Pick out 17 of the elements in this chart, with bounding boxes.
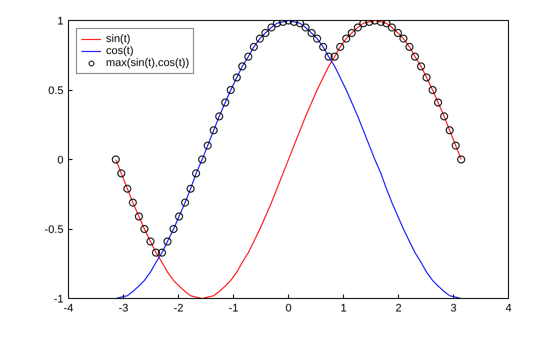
x-tick-label: -1 (228, 302, 238, 314)
legend-label: max(sin(t),cos(t)) (106, 57, 190, 69)
y-tick-label: -1 (54, 294, 64, 306)
x-tick-label: -2 (174, 302, 184, 314)
x-tick-label: 1 (340, 302, 347, 314)
x-tick-label: 4 (505, 302, 512, 314)
x-tick-label: 3 (450, 302, 457, 314)
y-tick-label: -0.5 (44, 224, 64, 236)
y-tick-label: 0 (57, 154, 64, 166)
y-tick-label: 0.5 (48, 85, 64, 97)
legend-label: cos(t) (106, 45, 134, 57)
legend-label: sin(t) (106, 33, 130, 45)
x-tick-label: 2 (395, 302, 402, 314)
x-tick-label: 0 (285, 302, 292, 314)
x-tick-label: -3 (118, 302, 128, 314)
y-tick-label: 1 (57, 16, 64, 28)
x-tick-label: -4 (64, 302, 74, 314)
